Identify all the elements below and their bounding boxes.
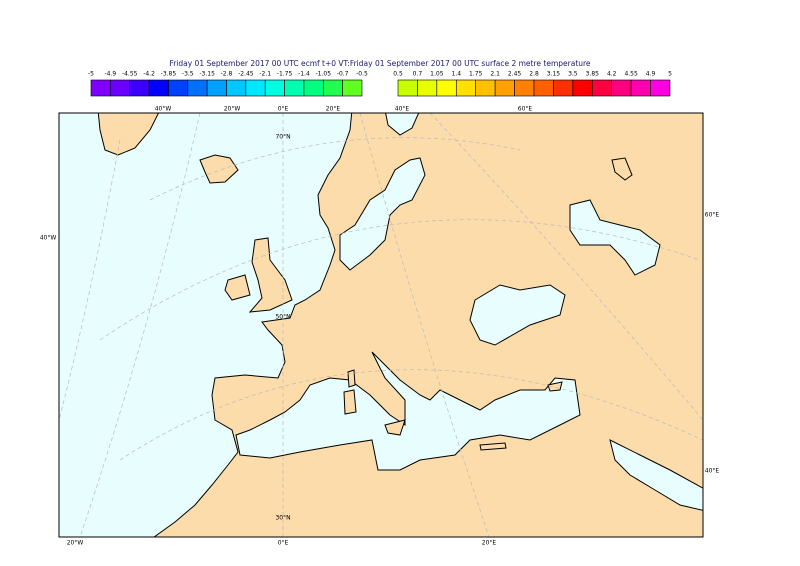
map-labels: 40°W 20°W 0°E 20°E 40°E 60°E 20°W 0°E 20°E 40°W 60… — [40, 106, 720, 547]
colorbar-label: -5 — [88, 71, 94, 78]
colorbar-label: 1.75 — [469, 71, 483, 78]
novaya-zemlya — [611, 157, 633, 181]
title: Friday 01 September 2017 00 UTC ecmf t+0… — [169, 59, 590, 68]
colorbar-label: 4.2 — [607, 71, 617, 78]
graticule-label: 40°W — [40, 235, 57, 242]
colorbar-box — [494, 79, 515, 97]
colorbar-label: 2.1 — [490, 71, 500, 78]
colorbar-box — [90, 79, 111, 97]
colorbar-label: -0.5 — [356, 71, 368, 78]
graticule-label: 20°W — [224, 106, 241, 113]
colorbar-box — [455, 79, 477, 97]
colorbar-label: 4.9 — [646, 71, 656, 78]
graticule-label: 40°W — [155, 106, 172, 113]
colorbar-label: 3.85 — [586, 71, 600, 78]
colorbar-label: -2.1 — [259, 71, 271, 78]
colorbar: -5 -4.9 -4.55 -4.2 -3.85 -3.5 -3.15 -2.8 -2.45 -2… — [88, 71, 672, 97]
colorbar-label: 0.7 — [413, 71, 423, 78]
colorbar-box — [148, 79, 169, 97]
colorbar-box — [553, 79, 574, 97]
cyprus — [547, 381, 563, 392]
graticule-label: 50°N — [275, 314, 290, 321]
colorbar-label: 3.15 — [547, 71, 561, 78]
colorbar-label: -3.85 — [161, 71, 177, 78]
sicily — [384, 419, 406, 436]
colorbar-box — [533, 79, 554, 97]
colorbar-label: -3.15 — [199, 71, 215, 78]
colorbar-label: -1.75 — [277, 71, 293, 78]
colorbar-box — [303, 79, 324, 97]
colorbar-label: 2.8 — [529, 71, 539, 78]
colorbar-label: 3.5 — [568, 71, 578, 78]
colorbar-box — [342, 79, 363, 97]
colorbar-label: 2.45 — [508, 71, 522, 78]
colorbar-label: -3.5 — [182, 71, 194, 78]
graticule-label: 0°E — [278, 540, 289, 547]
ireland — [224, 274, 251, 301]
colorbar-box — [284, 79, 305, 97]
colorbar-label: 1.4 — [452, 71, 462, 78]
colorbar-box — [110, 79, 131, 97]
colorbar-label: -2.8 — [221, 71, 233, 78]
colorbar-label: -0.7 — [337, 71, 349, 78]
colorbar-label: 1.05 — [430, 71, 444, 78]
colorbar-box — [611, 79, 632, 97]
graticule-label: 20°W — [67, 540, 84, 547]
graticule-label: 30°N — [275, 515, 290, 522]
graticule-label: 60°E — [705, 212, 720, 219]
colorbar-label: -1.4 — [298, 71, 310, 78]
colorbar-label: -4.2 — [143, 71, 155, 78]
graticule-label: 60°E — [518, 106, 533, 113]
red-sea — [609, 439, 703, 511]
colorbar-box — [129, 79, 150, 97]
colorbar-box — [436, 79, 457, 97]
colorbar-box — [245, 79, 266, 97]
colorbar-label: 4.55 — [624, 71, 638, 78]
colorbar-label: -4.9 — [104, 71, 116, 78]
graticule-label: 20°E — [326, 106, 341, 113]
colorbar-box — [475, 79, 496, 97]
graticule-label: 20°E — [482, 540, 497, 547]
crete — [479, 442, 507, 451]
baltic-sea — [339, 157, 426, 271]
mediterranean — [235, 351, 581, 471]
colorbar-box — [322, 79, 343, 97]
graticule — [59, 113, 703, 537]
colorbar-label: -4.55 — [122, 71, 138, 78]
white-sea — [385, 113, 420, 136]
colorbar-box — [630, 79, 651, 97]
iceland — [199, 154, 239, 184]
graticule-label: 40°E — [395, 106, 410, 113]
graticule-label: 0°E — [278, 106, 289, 113]
colorbar-box — [168, 79, 189, 97]
colorbar-label: -2.45 — [238, 71, 254, 78]
colorbar-label: 0.5 — [393, 71, 403, 78]
colorbar-box — [514, 79, 535, 97]
map-frame — [58, 112, 704, 538]
colorbar-box — [226, 79, 247, 97]
colorbar-box — [417, 79, 438, 97]
caspian-sea — [569, 199, 661, 276]
graticule-label: 40°E — [705, 468, 720, 475]
colorbar-label: 5 — [668, 71, 672, 78]
black-sea — [469, 284, 566, 346]
great-britain — [248, 237, 293, 313]
graticule-label: 70°N — [275, 134, 290, 141]
map — [59, 113, 703, 537]
colorbar-box — [187, 79, 208, 97]
colorbar-label: -1.05 — [316, 71, 332, 78]
colorbar-box — [397, 79, 418, 97]
corsica — [347, 369, 356, 388]
sardinia — [343, 389, 357, 415]
colorbar-box — [206, 79, 227, 97]
colorbar-box — [572, 79, 593, 97]
colorbar-box — [264, 79, 285, 97]
colorbar-box — [650, 79, 671, 97]
colorbar-box — [591, 79, 613, 97]
